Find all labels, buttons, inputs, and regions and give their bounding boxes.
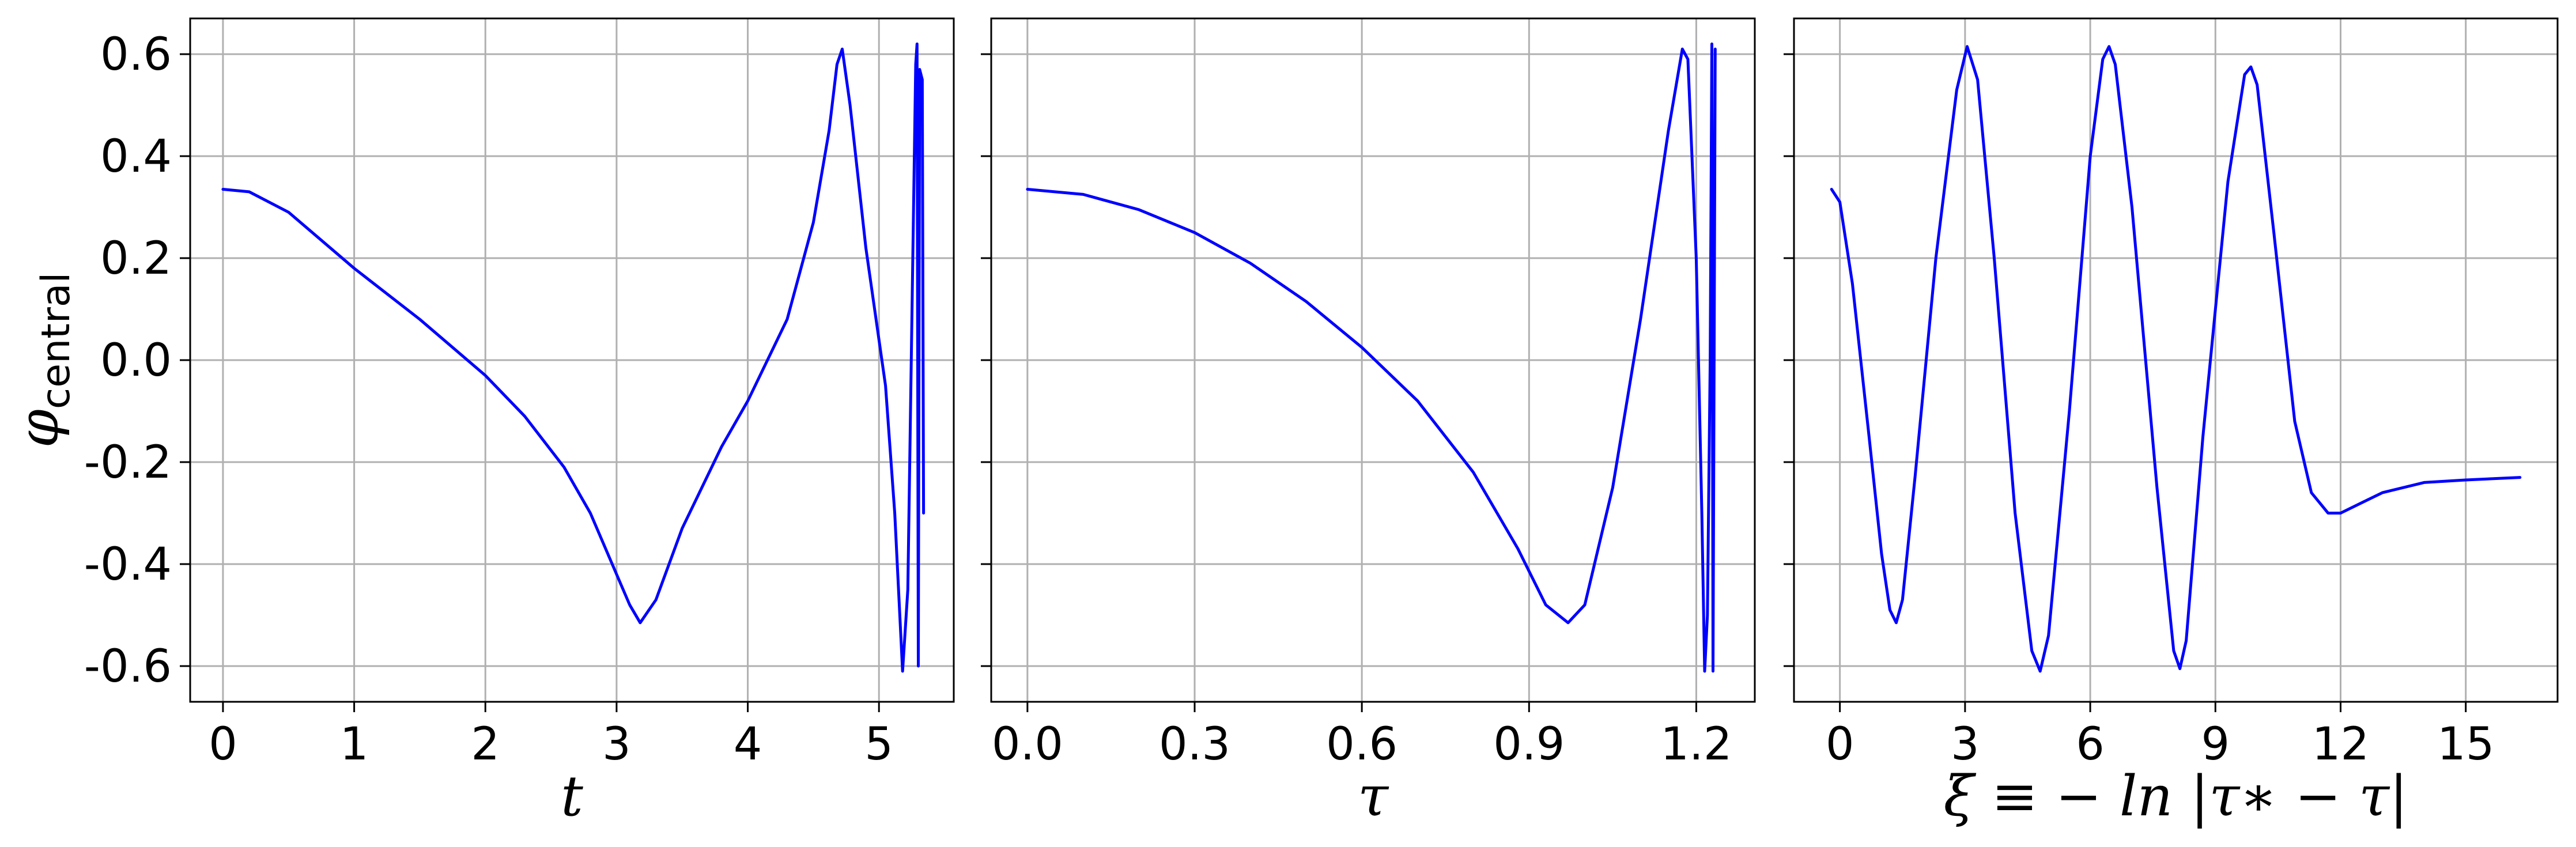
x-tick-label-xi: 0 bbox=[1826, 719, 1854, 770]
x-tick-label-tau: 0.9 bbox=[1493, 719, 1565, 770]
x-tick-label-xi: 6 bbox=[2076, 719, 2105, 770]
x-tick-label-tau: 0.6 bbox=[1326, 719, 1397, 770]
chart-panel-xi: 0 3 6 9 12 15 ξ ≡ − ln |τ∗ − τ| bbox=[1784, 17, 2559, 829]
y-axis-title-main: φ bbox=[6, 409, 71, 448]
x-tick-label-t: 2 bbox=[471, 719, 500, 770]
x-tick-label-t: 3 bbox=[602, 719, 631, 770]
x-tick-label-tau: 0.0 bbox=[992, 719, 1063, 770]
x-tick-label-xi: 3 bbox=[1951, 719, 1980, 770]
y-tick-label-t: -0.2 bbox=[84, 437, 172, 489]
x-tick-label-xi: 15 bbox=[2437, 719, 2494, 770]
y-axis-title: φcentral bbox=[6, 273, 79, 448]
x-tick-label-t: 4 bbox=[734, 719, 762, 770]
x-tick-label-t: 1 bbox=[340, 719, 369, 770]
x-tick-label-t: 5 bbox=[864, 719, 893, 770]
x-tick-label-xi: 12 bbox=[2312, 719, 2369, 770]
x-axis-title-t: t bbox=[561, 764, 583, 829]
series-line-t bbox=[221, 42, 926, 673]
x-tick-label-tau: 0.3 bbox=[1159, 719, 1230, 770]
x-tick-label-t: 0 bbox=[209, 719, 237, 770]
chart-panel-t: 0 1 2 3 4 5 0.6 0.4 0.2 0.0 -0.2 -0.4 -0.6 t bbox=[84, 17, 955, 829]
x-axis-title-xi: ξ ≡ − ln |τ∗ − τ| bbox=[1944, 764, 2408, 829]
y-tick-label-t: 0.2 bbox=[100, 233, 172, 285]
series-line-xi bbox=[1830, 45, 2522, 673]
x-tick-label-xi: 9 bbox=[2201, 719, 2230, 770]
chart-panel-tau: 0.0 0.3 0.6 0.9 1.2 τ bbox=[981, 17, 1756, 829]
series-line-tau bbox=[1026, 42, 1717, 673]
y-tick-label-t: -0.4 bbox=[84, 539, 172, 591]
y-tick-label-t: 0.0 bbox=[100, 335, 172, 387]
y-tick-label-t: -0.6 bbox=[84, 641, 172, 693]
x-axis-title-tau: τ bbox=[1358, 764, 1389, 829]
x-tick-label-tau: 1.2 bbox=[1660, 719, 1732, 770]
y-axis-title-subscript: central bbox=[33, 273, 79, 410]
y-tick-label-t: 0.6 bbox=[100, 29, 172, 81]
y-tick-label-t: 0.4 bbox=[100, 131, 172, 183]
